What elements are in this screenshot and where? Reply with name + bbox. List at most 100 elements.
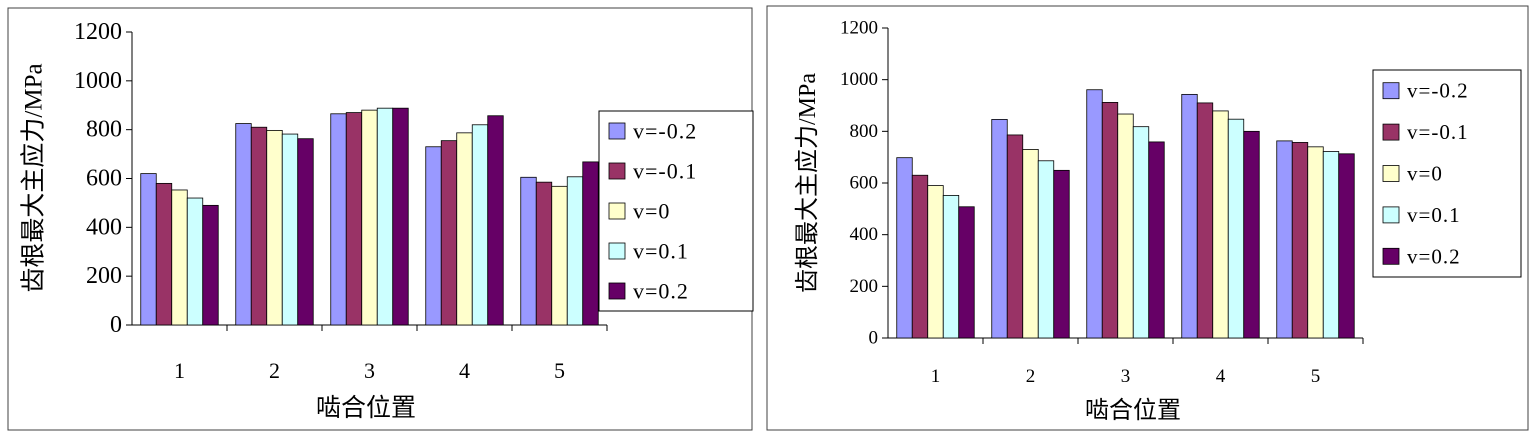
bar-v=-0.2-pos-2 xyxy=(235,123,252,326)
bar-v=-0.1-pos-4 xyxy=(440,140,458,326)
bar-v=-0.1-pos-5 xyxy=(535,181,553,326)
legend-entry-label: v=0.1 xyxy=(1407,203,1461,227)
bar-v=-0.2-pos-5 xyxy=(520,176,537,326)
y-tick-label: 1200 xyxy=(840,18,878,39)
bar-v=0-pos-1 xyxy=(927,185,944,339)
y-tick-label: 400 xyxy=(850,224,879,245)
y-tick-label: 800 xyxy=(86,117,122,143)
bar-v=0.2-pos-3 xyxy=(1148,141,1165,339)
bar-v=0-pos-3 xyxy=(361,109,378,326)
legend: v=-0.2 v=-0.1 v=0 v=0.1 v=0.2 xyxy=(598,110,754,312)
x-category-label: 5 xyxy=(1311,366,1321,387)
y-tick-label: 0 xyxy=(110,312,122,338)
bar-v=0.2-pos-3 xyxy=(392,107,409,326)
bar-v=0.2-pos-2 xyxy=(1053,169,1070,339)
bar-v=-0.2-pos-1 xyxy=(896,157,913,339)
bar-v=0.1-pos-4 xyxy=(1227,118,1245,339)
y-tick-label: 200 xyxy=(86,263,122,289)
legend-swatch xyxy=(608,162,626,180)
legend-swatch xyxy=(608,242,626,260)
legend-swatch xyxy=(1382,123,1400,141)
legend-entry-label: v=-0.1 xyxy=(633,159,697,184)
y-axis-title: 齿根最大主应力/MPa xyxy=(794,73,821,293)
bar-v=0.2-pos-4 xyxy=(487,115,504,326)
bar-v=0-pos-2 xyxy=(1022,149,1039,339)
x-category-label: 2 xyxy=(1026,366,1036,387)
y-tick-label: 600 xyxy=(86,166,122,192)
bar-v=0.1-pos-2 xyxy=(1037,160,1055,339)
x-axis-title: 啮合位置 xyxy=(1085,397,1181,424)
legend-entry-label: v=0.1 xyxy=(633,239,689,264)
x-category-label: 1 xyxy=(931,366,941,387)
legend: v=-0.2 v=-0.1 v=0 v=0.1 v=0.2 xyxy=(1372,69,1522,278)
legend-entry-label: v=0 xyxy=(633,199,670,224)
bar-v=0.1-pos-3 xyxy=(376,107,394,326)
y-tick-label: 1200 xyxy=(74,19,122,45)
bar-v=-0.2-pos-2 xyxy=(991,119,1008,339)
bar-v=-0.1-pos-5 xyxy=(1291,142,1309,339)
bar-v=0.1-pos-5 xyxy=(566,176,584,326)
y-tick-label: 200 xyxy=(850,276,879,297)
x-category-label: 3 xyxy=(1121,366,1131,387)
bar-v=-0.2-pos-1 xyxy=(140,173,157,326)
bar-v=-0.1-pos-2 xyxy=(250,126,268,326)
legend-entry-label: v=0.2 xyxy=(633,279,689,304)
x-category-label: 2 xyxy=(269,358,280,383)
x-category-label: 1 xyxy=(174,358,185,383)
legend-swatch xyxy=(608,122,626,140)
legend-entry-label: v=-0.1 xyxy=(1407,120,1469,144)
x-category-label: 4 xyxy=(1216,366,1226,387)
bar-v=-0.1-pos-1 xyxy=(911,174,929,339)
bar-v=0.2-pos-1 xyxy=(202,204,219,326)
y-tick-label: 600 xyxy=(850,173,879,194)
bar-v=0.2-pos-4 xyxy=(1243,130,1260,339)
legend-entry-label: v=0.2 xyxy=(1407,244,1461,268)
y-tick-label: 1000 xyxy=(840,69,878,90)
bar-v=-0.1-pos-1 xyxy=(155,182,173,326)
chart-1: 0 200 400 600 800 1000 1200 1 2 3 4 5 啮合位置 齿根最大主应力/MP… xyxy=(7,7,754,431)
bar-v=-0.2-pos-5 xyxy=(1276,140,1293,339)
y-tick-label: 400 xyxy=(86,214,122,240)
bar-v=0.2-pos-1 xyxy=(958,206,975,339)
bar-v=-0.1-pos-2 xyxy=(1006,134,1024,339)
bar-v=0-pos-4 xyxy=(456,132,473,326)
bar-v=0-pos-1 xyxy=(171,189,188,326)
legend-swatch xyxy=(608,202,626,220)
y-tick-label: 1000 xyxy=(74,68,122,94)
bar-v=0.2-pos-5 xyxy=(1338,153,1355,339)
bar-v=0-pos-4 xyxy=(1212,110,1229,339)
chart-2: 0 200 400 600 800 1000 1200 1 2 3 4 5 啮合位置 齿根最大主应力/MP… xyxy=(766,5,1529,431)
legend-swatch xyxy=(1382,165,1400,182)
bar-v=0.1-pos-1 xyxy=(186,197,204,326)
y-tick-label: 0 xyxy=(869,328,879,349)
bar-v=0-pos-3 xyxy=(1117,113,1134,339)
bar-v=-0.2-pos-4 xyxy=(425,146,442,326)
bar-v=0.2-pos-2 xyxy=(297,138,314,326)
bar-v=0-pos-5 xyxy=(1307,146,1324,339)
bar-v=-0.2-pos-4 xyxy=(1181,93,1198,339)
bar-v=-0.1-pos-3 xyxy=(1101,102,1119,339)
bar-v=-0.1-pos-3 xyxy=(345,112,363,326)
x-category-label: 4 xyxy=(459,358,470,383)
bar-v=0.1-pos-3 xyxy=(1132,126,1150,339)
legend-entry-label: v=-0.2 xyxy=(1407,79,1469,103)
legend-swatch xyxy=(1382,247,1400,265)
bar-v=0.1-pos-1 xyxy=(942,194,960,339)
bar-v=-0.2-pos-3 xyxy=(330,113,347,326)
legend-entry-label: v=-0.2 xyxy=(633,119,697,144)
legend-box xyxy=(1372,69,1522,278)
x-category-label: 5 xyxy=(554,358,565,383)
legend-swatch xyxy=(1382,206,1400,224)
x-category-label: 3 xyxy=(364,358,375,383)
bar-v=0.1-pos-4 xyxy=(471,124,489,326)
bar-v=0.1-pos-5 xyxy=(1322,151,1340,339)
bar-v=0-pos-2 xyxy=(266,129,283,326)
bar-v=-0.2-pos-3 xyxy=(1086,89,1103,339)
bar-v=0.1-pos-2 xyxy=(281,133,299,326)
bar-v=-0.1-pos-4 xyxy=(1196,102,1214,339)
bar-v=0-pos-5 xyxy=(551,185,568,326)
bar-v=0.2-pos-5 xyxy=(582,161,599,326)
legend-swatch xyxy=(608,282,626,300)
y-tick-label: 800 xyxy=(850,121,879,142)
